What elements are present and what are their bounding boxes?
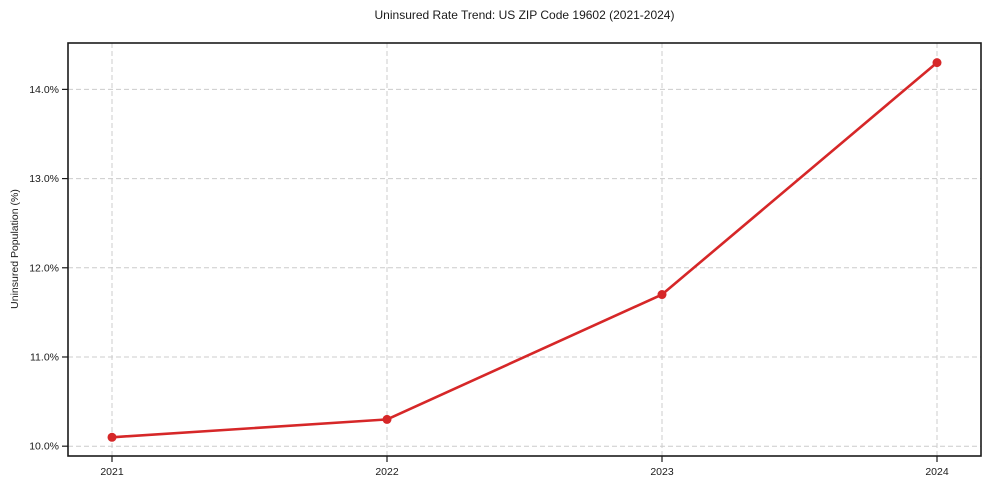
data-point xyxy=(107,432,117,442)
y-tick-label: 14.0% xyxy=(29,84,59,96)
data-point xyxy=(932,58,942,68)
y-tick-label: 11.0% xyxy=(30,351,59,363)
x-tick-label: 2024 xyxy=(925,466,949,478)
y-tick-label: 12.0% xyxy=(29,262,59,274)
x-tick-label: 2021 xyxy=(100,466,124,478)
trend-line xyxy=(110,61,939,439)
plot-border xyxy=(67,42,982,457)
y-tick-label: 13.0% xyxy=(29,173,59,185)
chart-title: Uninsured Rate Trend: US ZIP Code 19602 … xyxy=(374,8,675,22)
x-tick-label: 2023 xyxy=(650,466,674,478)
x-tick-label: 2022 xyxy=(375,466,399,478)
data-point xyxy=(657,290,667,300)
data-point xyxy=(382,414,392,424)
y-tick-label: 10.0% xyxy=(29,441,59,453)
